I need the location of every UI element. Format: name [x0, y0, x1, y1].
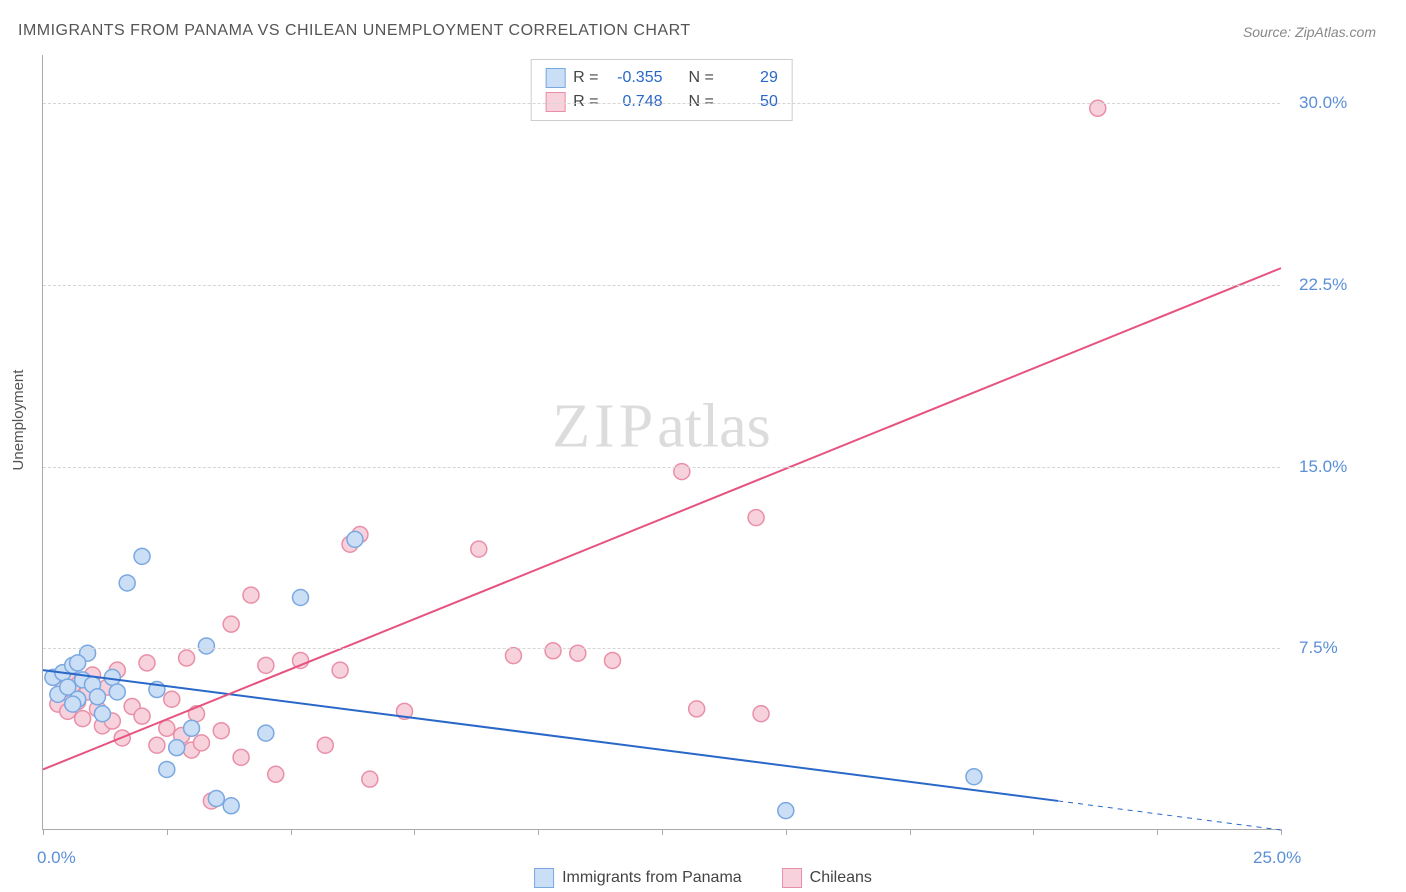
bottom-legend: Immigrants from Panama Chileans	[534, 868, 872, 888]
data-point-panama	[223, 798, 239, 814]
x-tick-label: 0.0%	[37, 848, 76, 868]
x-tick	[1281, 829, 1282, 835]
x-tick-label: 25.0%	[1253, 848, 1301, 868]
x-tick	[786, 829, 787, 835]
data-point-chileans	[75, 711, 91, 727]
data-point-chileans	[213, 723, 229, 739]
data-point-panama	[119, 575, 135, 591]
data-point-panama	[258, 725, 274, 741]
data-point-chileans	[233, 749, 249, 765]
x-tick	[1157, 829, 1158, 835]
trend-line-chileans	[43, 268, 1281, 769]
data-point-chileans	[193, 735, 209, 751]
data-point-panama	[134, 548, 150, 564]
data-point-panama	[169, 740, 185, 756]
y-tick-label: 30.0%	[1299, 93, 1347, 113]
data-point-panama	[966, 769, 982, 785]
data-point-panama	[65, 696, 81, 712]
data-point-panama	[109, 684, 125, 700]
legend-label-panama: Immigrants from Panama	[562, 869, 742, 887]
data-point-chileans	[689, 701, 705, 717]
y-axis-label: Unemployment	[10, 370, 27, 471]
data-point-chileans	[332, 662, 348, 678]
data-point-chileans	[258, 657, 274, 673]
x-tick	[538, 829, 539, 835]
data-point-panama	[70, 655, 86, 671]
data-point-chileans	[317, 737, 333, 753]
data-point-panama	[184, 720, 200, 736]
scatter-svg	[43, 55, 1280, 829]
data-point-chileans	[753, 706, 769, 722]
x-tick	[167, 829, 168, 835]
legend-item-panama: Immigrants from Panama	[534, 868, 742, 888]
gridline-h	[43, 467, 1280, 468]
data-point-chileans	[362, 771, 378, 787]
swatch-chileans-bottom	[782, 868, 802, 888]
gridline-h	[43, 648, 1280, 649]
data-point-panama	[89, 689, 105, 705]
data-point-panama	[208, 791, 224, 807]
legend-label-chileans: Chileans	[810, 869, 872, 887]
data-point-chileans	[164, 691, 180, 707]
data-point-chileans	[179, 650, 195, 666]
data-point-chileans	[604, 652, 620, 668]
swatch-panama-bottom	[534, 868, 554, 888]
data-point-panama	[778, 803, 794, 819]
data-point-chileans	[471, 541, 487, 557]
y-tick-label: 15.0%	[1299, 457, 1347, 477]
data-point-panama	[159, 761, 175, 777]
data-point-panama	[347, 531, 363, 547]
data-point-panama	[293, 590, 309, 606]
x-tick	[291, 829, 292, 835]
data-point-panama	[94, 706, 110, 722]
data-point-chileans	[134, 708, 150, 724]
data-point-chileans	[505, 648, 521, 664]
data-point-chileans	[223, 616, 239, 632]
x-tick	[414, 829, 415, 835]
source-attribution: Source: ZipAtlas.com	[1243, 24, 1376, 40]
plot-area: ZIPatlas R = -0.355 N = 29 R = 0.748 N =…	[42, 55, 1280, 830]
gridline-h	[43, 285, 1280, 286]
data-point-chileans	[243, 587, 259, 603]
data-point-chileans	[545, 643, 561, 659]
chart-title: IMMIGRANTS FROM PANAMA VS CHILEAN UNEMPL…	[18, 22, 691, 40]
data-point-panama	[198, 638, 214, 654]
chart-container: IMMIGRANTS FROM PANAMA VS CHILEAN UNEMPL…	[0, 0, 1406, 892]
data-point-chileans	[139, 655, 155, 671]
x-tick	[910, 829, 911, 835]
trend-line-dash-panama	[1058, 801, 1281, 830]
y-tick-label: 22.5%	[1299, 275, 1347, 295]
x-tick	[1033, 829, 1034, 835]
legend-item-chileans: Chileans	[782, 868, 872, 888]
data-point-chileans	[748, 510, 764, 526]
x-tick	[43, 829, 44, 835]
data-point-chileans	[159, 720, 175, 736]
x-tick	[662, 829, 663, 835]
y-tick-label: 7.5%	[1299, 638, 1338, 658]
data-point-chileans	[268, 766, 284, 782]
gridline-h	[43, 103, 1280, 104]
data-point-chileans	[149, 737, 165, 753]
